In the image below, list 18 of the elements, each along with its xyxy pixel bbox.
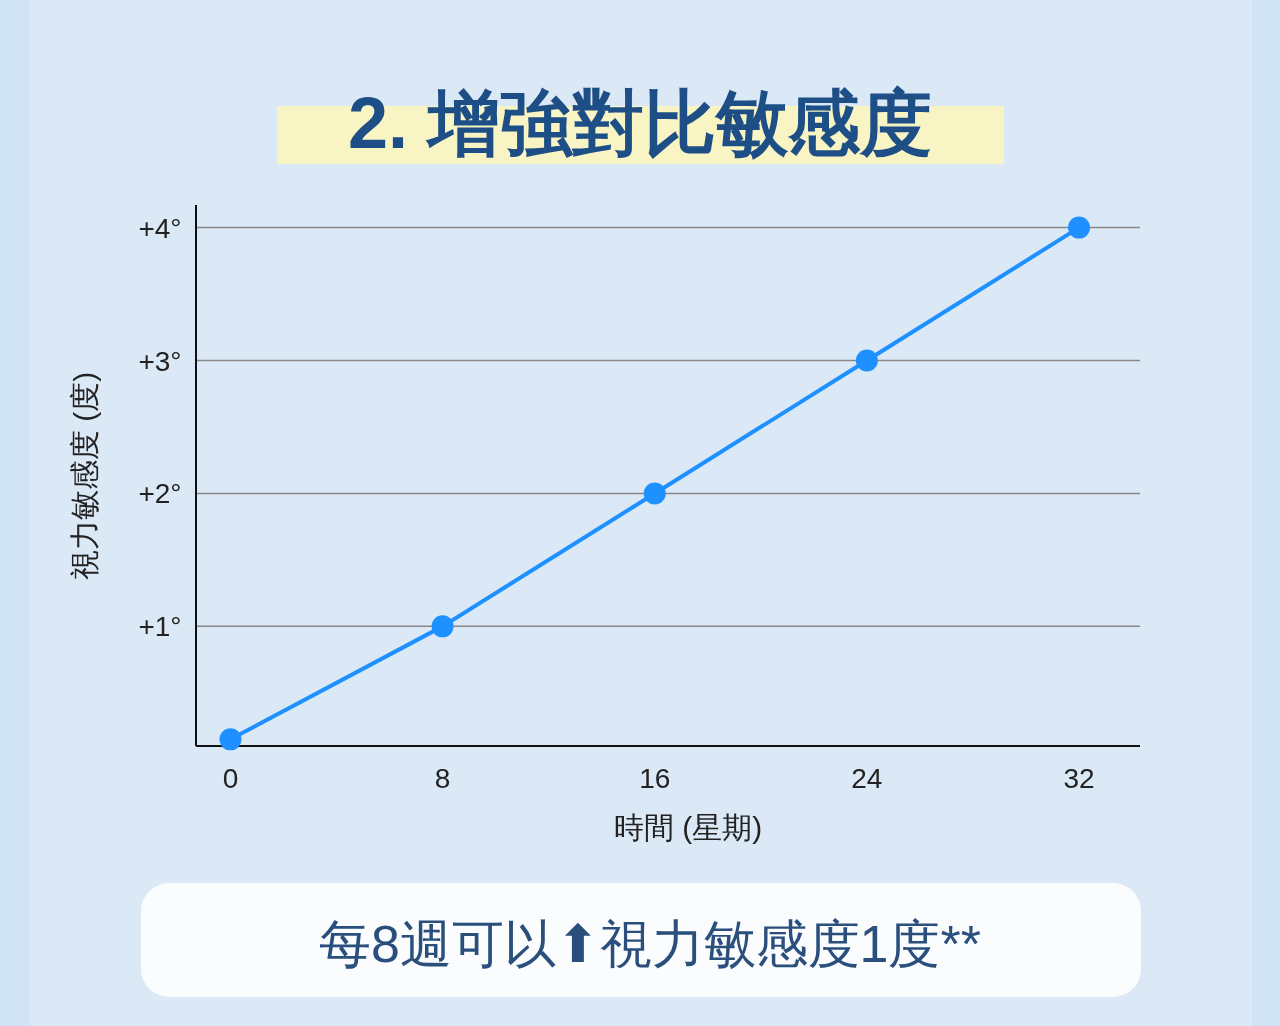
- point: [643, 482, 666, 505]
- point: [1068, 216, 1091, 239]
- point: [431, 615, 454, 638]
- chart-title: 2. 增強對比敏感度: [347, 83, 933, 163]
- x-tick-label: 24: [851, 763, 883, 794]
- y-tick-label: +2°: [138, 478, 182, 510]
- y-tick-label: +1°: [138, 611, 182, 643]
- x-axis-title: 時間 (星期): [613, 811, 763, 844]
- text: 每8週可以⬆視力敏感度1度**: [319, 915, 981, 973]
- x-tick-label: 32: [1063, 763, 1095, 794]
- y-tick-label: +4°: [138, 212, 182, 244]
- point: [855, 349, 878, 372]
- x-tick-label: 0: [222, 763, 239, 794]
- x-tick-label: 8: [434, 763, 451, 794]
- x-tick-label: 16: [639, 763, 671, 794]
- point: [219, 728, 242, 751]
- y-tick-label: +3°: [138, 345, 182, 377]
- y-axis-title: 視力敏感度 (度): [68, 371, 101, 581]
